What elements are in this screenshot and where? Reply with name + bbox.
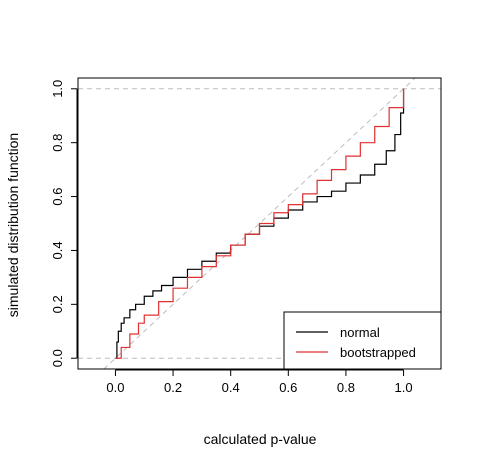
x-tick-label: 1.0 bbox=[395, 380, 413, 395]
x-axis-label: calculated p-value bbox=[204, 431, 317, 447]
reference-lines bbox=[78, 77, 441, 370]
x-tick-label: 0.2 bbox=[164, 380, 182, 395]
reference-line-diagonal bbox=[103, 77, 416, 370]
y-tick-label: 0.4 bbox=[50, 241, 65, 259]
legend-label-normal: normal bbox=[340, 325, 380, 340]
y-tick-label: 0.8 bbox=[50, 134, 65, 152]
y-axis-label: simulated distribution function bbox=[5, 133, 21, 317]
series-line-bootstrapped bbox=[115, 88, 405, 359]
x-tick-label: 0.6 bbox=[279, 380, 297, 395]
plot-frame bbox=[77, 77, 442, 370]
y-axis: 0.0 0.2 0.4 0.6 0.8 1.0 bbox=[50, 80, 78, 367]
y-tick-label: 1.0 bbox=[50, 80, 65, 98]
x-tick-label: 0.8 bbox=[337, 380, 355, 395]
series-lines bbox=[115, 88, 405, 359]
x-axis: 0.0 0.2 0.4 0.6 0.8 1.0 bbox=[106, 369, 413, 395]
legend-box bbox=[283, 311, 442, 370]
x-tick-label: 0.4 bbox=[222, 380, 240, 395]
legend: normal bootstrapped bbox=[283, 311, 442, 370]
legend-label-bootstrapped: bootstrapped bbox=[340, 345, 416, 360]
y-tick-label: 0.6 bbox=[50, 188, 65, 206]
y-tick-label: 0.0 bbox=[50, 349, 65, 367]
y-tick-label: 0.2 bbox=[50, 295, 65, 313]
x-tick-label: 0.0 bbox=[106, 380, 124, 395]
